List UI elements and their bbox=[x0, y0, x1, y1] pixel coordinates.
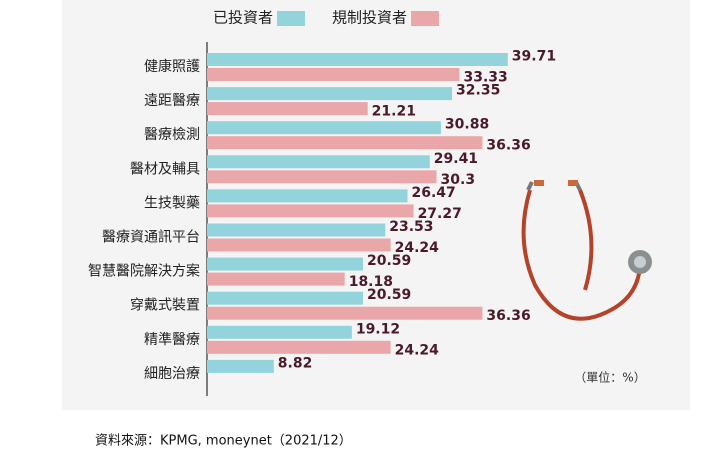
value-label: 8.82 bbox=[278, 355, 313, 371]
category-label: 健康照護 bbox=[144, 58, 200, 75]
category-label: 遠距醫療 bbox=[144, 92, 200, 109]
value-label: 18.18 bbox=[349, 274, 393, 290]
value-label: 20.59 bbox=[367, 253, 411, 269]
category-label: 醫療資通訊平台 bbox=[102, 229, 200, 246]
value-label: 30.3 bbox=[441, 172, 476, 188]
bar bbox=[207, 238, 391, 252]
bar bbox=[207, 102, 368, 116]
value-label: 36.36 bbox=[486, 138, 530, 154]
category-label: 穿戴式裝置 bbox=[130, 298, 200, 314]
legend-label: 已投資者 bbox=[213, 9, 273, 27]
bar bbox=[207, 136, 483, 150]
category-label: 醫材及輔具 bbox=[130, 161, 200, 177]
bar bbox=[207, 155, 430, 169]
bar bbox=[207, 121, 441, 135]
value-label: 39.71 bbox=[512, 49, 556, 65]
stethoscope bbox=[521, 180, 652, 321]
category-label: 醫療檢測 bbox=[144, 126, 200, 143]
category-label: 細胞治療 bbox=[144, 365, 200, 382]
category-label: 生技製藥 bbox=[144, 195, 200, 211]
value-label: 21.21 bbox=[372, 104, 416, 120]
bar bbox=[207, 340, 391, 354]
value-label: 32.35 bbox=[456, 83, 500, 99]
category-label: 精準醫療 bbox=[144, 331, 200, 348]
category-label: 智慧醫院解決方案 bbox=[88, 263, 200, 280]
value-label: 27.27 bbox=[418, 206, 462, 222]
bar bbox=[207, 325, 352, 339]
bar bbox=[207, 170, 437, 184]
value-label: 24.24 bbox=[395, 342, 440, 358]
value-label: 33.33 bbox=[463, 70, 507, 86]
value-label: 20.59 bbox=[367, 287, 411, 303]
value-label: 24.24 bbox=[395, 240, 440, 256]
legend-swatch bbox=[411, 11, 440, 26]
bar bbox=[207, 87, 453, 101]
bar bbox=[207, 189, 408, 203]
legend-swatch bbox=[277, 11, 306, 26]
value-label: 26.47 bbox=[412, 185, 456, 201]
bar bbox=[207, 53, 508, 66]
value-label: 36.36 bbox=[486, 308, 530, 324]
bar bbox=[207, 223, 386, 237]
source: 資料來源：KPMG, moneynet（2021/12） bbox=[95, 434, 352, 449]
bar bbox=[207, 68, 460, 81]
bar bbox=[207, 257, 363, 271]
bar bbox=[207, 359, 274, 373]
value-label: 30.88 bbox=[445, 117, 489, 133]
value-label: 23.53 bbox=[389, 219, 433, 235]
bar bbox=[207, 272, 345, 286]
legend-label: 規制投資者 bbox=[332, 9, 407, 27]
value-label: 29.41 bbox=[434, 151, 478, 167]
bar bbox=[207, 306, 483, 320]
bar bbox=[207, 291, 363, 305]
value-label: 19.12 bbox=[356, 321, 400, 337]
bar bbox=[207, 204, 414, 218]
unit-note: （單位：%） bbox=[574, 370, 645, 385]
